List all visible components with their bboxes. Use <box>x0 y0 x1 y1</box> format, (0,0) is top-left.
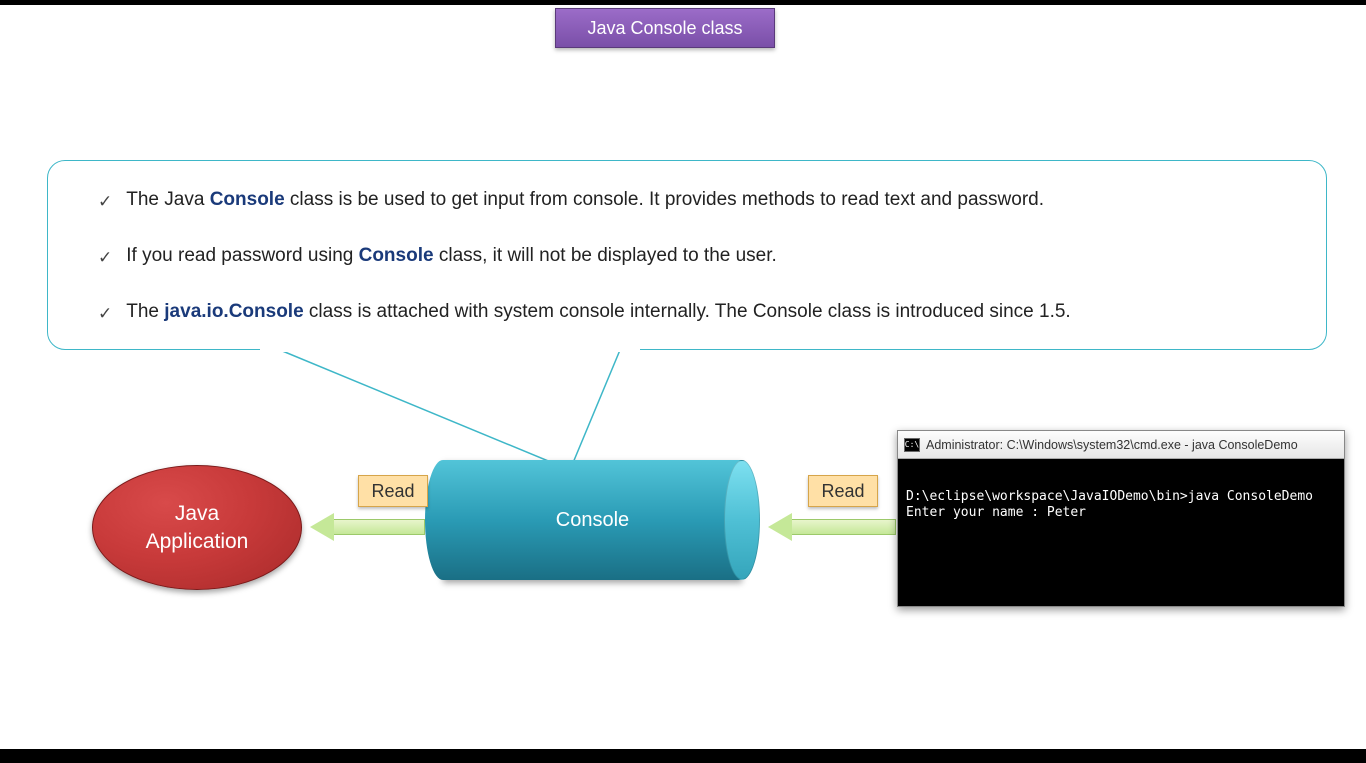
bullet-2-text: If you read password using Console class… <box>126 245 777 267</box>
bullet-1-post: class is be used to get input from conso… <box>285 189 1044 210</box>
read-label-2: Read <box>808 475 878 507</box>
read-label-1-text: Read <box>371 481 414 502</box>
cmd-titlebar: C:\ Administrator: C:\Windows\system32\c… <box>898 431 1344 459</box>
read-label-2-text: Read <box>821 481 864 502</box>
cylinder-label: Console <box>425 460 760 580</box>
check-icon: ✓ <box>98 301 112 327</box>
cmd-icon: C:\ <box>904 438 920 452</box>
cmd-line-1: D:\eclipse\workspace\JavaIODemo\bin>java… <box>906 489 1313 504</box>
page-title-text: Java Console class <box>587 18 742 39</box>
page-title: Java Console class <box>555 8 775 48</box>
bullet-3-text: The java.io.Console class is attached wi… <box>126 301 1070 323</box>
cmd-body: D:\eclipse\workspace\JavaIODemo\bin>java… <box>898 459 1344 530</box>
arrow-body <box>792 519 896 535</box>
bullet-2-bold: Console <box>359 245 434 266</box>
cmd-title-text: Administrator: C:\Windows\system32\cmd.e… <box>926 438 1298 452</box>
bullet-2: ✓ If you read password using Console cla… <box>98 245 1286 271</box>
arrow-body <box>334 519 425 535</box>
arrow-console-to-app <box>310 513 425 541</box>
check-icon: ✓ <box>98 189 112 215</box>
check-icon: ✓ <box>98 245 112 271</box>
bullet-1-pre: The Java <box>126 189 209 210</box>
bullet-3-post: class is attached with system console in… <box>304 301 1071 322</box>
arrow-head-icon <box>768 513 792 541</box>
cmd-window: C:\ Administrator: C:\Windows\system32\c… <box>897 430 1345 607</box>
console-node: Console <box>425 460 760 580</box>
app-label-2: Application <box>146 528 249 555</box>
cmd-line-2: Enter your name : Peter <box>906 505 1086 520</box>
app-label-1: Java <box>175 500 219 527</box>
callout-tail-svg <box>0 0 1366 763</box>
bullet-3-pre: The <box>126 301 164 322</box>
bullet-1-text: The Java Console class is be used to get… <box>126 189 1044 211</box>
java-application-node: Java Application <box>92 465 302 590</box>
read-label-1: Read <box>358 475 428 507</box>
info-callout: ✓ The Java Console class is be used to g… <box>47 160 1327 350</box>
bullet-2-post: class, it will not be displayed to the u… <box>434 245 777 266</box>
bullet-3-bold: java.io.Console <box>164 301 303 322</box>
bullet-1-bold: Console <box>210 189 285 210</box>
bullet-2-pre: If you read password using <box>126 245 358 266</box>
top-border <box>0 0 1366 5</box>
bullet-1: ✓ The Java Console class is be used to g… <box>98 189 1286 215</box>
arrow-head-icon <box>310 513 334 541</box>
arrow-cmd-to-console <box>768 513 896 541</box>
bottom-border <box>0 749 1366 763</box>
bullet-3: ✓ The java.io.Console class is attached … <box>98 301 1286 327</box>
